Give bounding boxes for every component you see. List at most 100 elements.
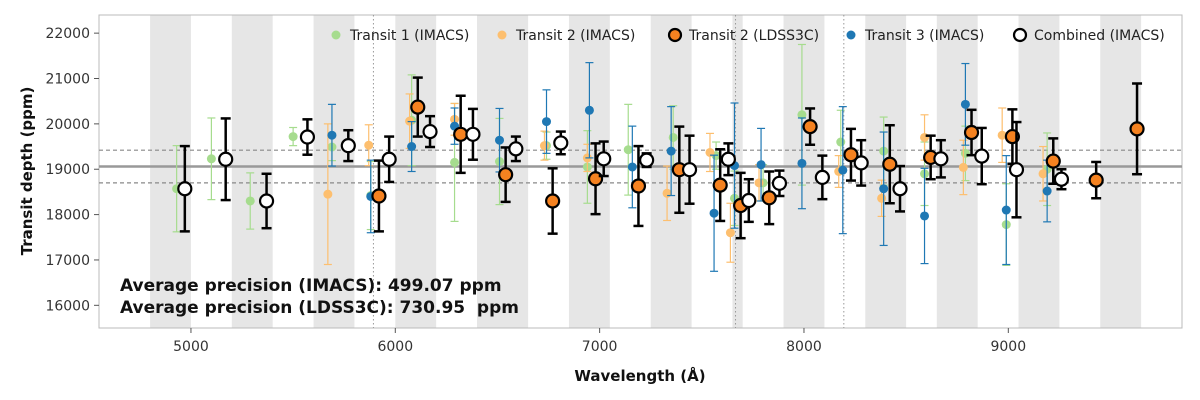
transit-1-imacs-point [797,110,807,120]
y-tick-label: 22000 [45,26,90,42]
x-axis-label: Wavelength (Å) [574,366,705,385]
combined-imacs-point [720,151,736,167]
transit-2-ldss3c-point [453,126,469,142]
transit-3-imacs-point [584,105,594,115]
transit-2-ldss3c-point [802,118,818,135]
legend-marker-transit-2-imacs [497,30,507,40]
x-tick-label: 9000 [990,339,1026,355]
shaded-band [231,15,273,328]
legend-label-combined-imacs: Combined (IMACS) [1034,28,1165,44]
transit-2-ldss3c-point [843,147,859,163]
transit-3-imacs-point [838,165,848,175]
legend-label-transit-3-imacs: Transit 3 (IMACS) [864,28,984,44]
combined-imacs-point [814,169,830,185]
transit-3-imacs-point [495,135,505,145]
combined-imacs-point [681,162,698,178]
combined-imacs-point [892,181,908,197]
transit-1-imacs-point [245,196,255,206]
transit-2-ldss3c-point [630,178,647,194]
transit-2-ldss3c-point [761,190,777,206]
transit-2-ldss3c-point [371,188,387,204]
transit-2-ldss3c-point [882,156,898,172]
y-tick-label: 21000 [45,72,90,88]
transit-3-imacs-point [709,208,719,218]
combined-imacs-point [933,151,949,167]
transit-2-imacs-point [1038,169,1048,179]
combined-imacs-point [340,138,356,154]
transit-3-imacs-point [1001,205,1011,215]
transit-1-imacs-point [960,148,970,158]
legend-label-transit-2-imacs: Transit 2 (IMACS) [515,28,635,44]
plot-frame [98,14,1183,329]
transit-1-imacs-point [206,154,216,164]
combined-imacs-point [853,155,869,171]
transit-2-imacs-point [662,188,672,198]
y-tick-label: 18000 [45,208,90,224]
transit-3-imacs-point [542,117,552,127]
shaded-band [1100,15,1142,328]
combined-imacs-point [465,126,481,142]
x-tick-label: 8000 [786,339,822,355]
shaded-band [395,15,437,328]
transit-2-imacs-point [997,130,1007,140]
combined-imacs-point [258,193,275,209]
transit-2-ldss3c-point [1045,153,1061,169]
transit-1-imacs-point [288,132,298,142]
transit-3-imacs-point [879,184,889,194]
y-axis-ticks: 16000 17000 18000 19000 20000 21000 22000 [45,26,99,314]
transit-2-imacs-point [920,132,930,142]
legend-marker-combined-imacs [1012,27,1028,43]
y-tick-label: 20000 [45,117,90,133]
shaded-band [313,15,355,328]
transit-2-imacs-point [364,140,374,150]
legend-marker-transit-2-ldss3c [667,27,683,43]
shaded-band [936,15,978,328]
combined-imacs-point [218,151,234,167]
transit-2-ldss3c-point [545,193,561,209]
transit-3-imacs-point [407,142,417,152]
annotation-imacs-precision: Average precision (IMACS): 499.07 ppm [120,276,502,296]
transit-2-imacs-point [754,178,764,188]
combined-imacs-point [299,129,316,145]
transit-2-ldss3c-point [410,99,426,115]
y-tick-label: 17000 [45,253,90,269]
transit-2-imacs-point [725,228,735,238]
x-tick-label: 5000 [173,339,209,355]
combined-imacs-point [508,141,524,157]
y-tick-label: 19000 [45,162,90,178]
transit-3-imacs-point [756,160,766,170]
transit-2-ldss3c-point [712,177,728,193]
transit-2-ldss3c-point [963,124,980,141]
combined-imacs-point [596,151,612,167]
transit-3-imacs-point [920,211,930,221]
combined-imacs-point [1053,171,1070,187]
combined-imacs-point [422,123,438,140]
transit-2-imacs-point [539,141,549,151]
combined-imacs-point [177,181,193,197]
transit-1-imacs-point [623,145,633,155]
combined-imacs-point [1008,162,1025,178]
transit-3-imacs-point [627,162,637,172]
legend-label-transit-2-ldss3c: Transit 2 (LDSS3C) [688,28,819,44]
y-tick-label: 16000 [45,298,90,314]
transit-1-imacs-point [836,137,846,147]
transit-2-ldss3c-point [1088,172,1104,188]
transit-3-imacs-point [327,130,337,140]
legend-marker-transit-1-imacs [331,30,341,40]
transit-1-imacs-point [668,132,678,142]
legend-marker-transit-3-imacs [846,30,856,40]
transit-3-imacs-point [960,99,970,109]
data-points [172,43,1145,272]
combined-imacs-point [553,135,569,151]
x-tick-label: 7000 [582,339,618,355]
transit-3-imacs-point [1042,186,1052,196]
transit-3-imacs-point [666,146,676,156]
combined-imacs-point [974,148,990,164]
x-axis-ticks: 5000 6000 7000 8000 9000 [173,328,1026,355]
transit-2-imacs-point [323,189,333,199]
transit-3-imacs-point [797,158,807,168]
transit-2-imacs-point [877,193,887,203]
combined-imacs-point [741,192,757,209]
legend: Transit 1 (IMACS) Transit 2 (IMACS) Transi… [331,27,1165,44]
y-axis-label: Transit depth (ppm) [18,87,36,256]
